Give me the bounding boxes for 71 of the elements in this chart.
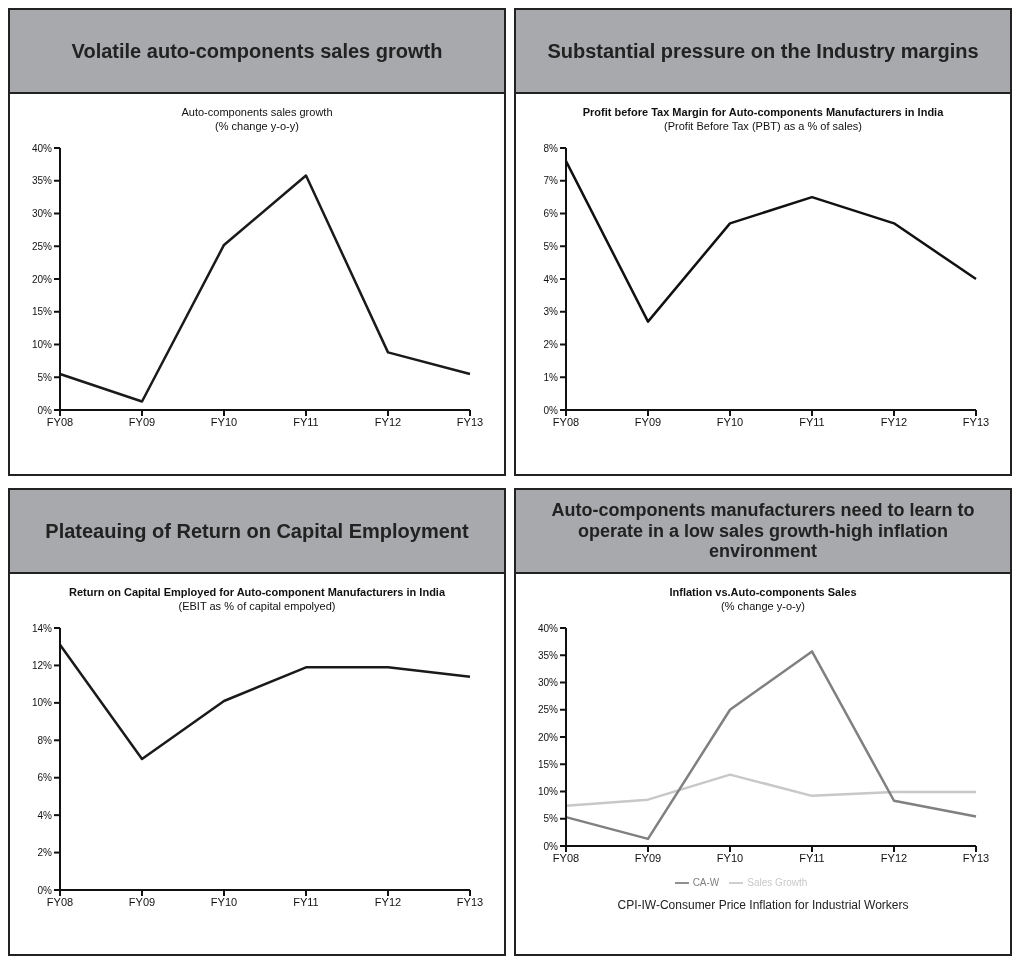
x-tick-label: FY12 bbox=[374, 415, 402, 428]
x-tick-label: FY11 bbox=[293, 895, 319, 908]
x-tick-label: FY11 bbox=[799, 851, 825, 864]
x-tick-label: FY12 bbox=[374, 895, 402, 908]
y-tick-label: 30% bbox=[537, 676, 559, 688]
y-tick-label: 2% bbox=[543, 338, 559, 350]
y-tick-label: 10% bbox=[31, 696, 53, 708]
x-tick-label: FY10 bbox=[716, 415, 744, 428]
x-tick-label: FY09 bbox=[128, 895, 156, 908]
chart-subtitle: Inflation vs.Auto-components Sales (% change y-o-y) bbox=[668, 586, 858, 614]
y-tick-label: 7% bbox=[543, 174, 559, 186]
x-tick-label: FY12 bbox=[880, 415, 908, 428]
y-tick-label: 2% bbox=[37, 846, 53, 858]
y-tick-label: 40% bbox=[31, 142, 53, 154]
x-tick-label: FY09 bbox=[128, 415, 156, 428]
y-tick-label: 20% bbox=[31, 273, 53, 285]
y-tick-label: 30% bbox=[31, 207, 53, 219]
y-tick-label: 35% bbox=[537, 649, 559, 661]
y-tick-label: 12% bbox=[31, 659, 53, 671]
x-tick-label: FY13 bbox=[456, 895, 484, 908]
y-tick-label: 6% bbox=[37, 771, 53, 783]
y-tick-label: 25% bbox=[31, 240, 53, 252]
y-tick-label: 1% bbox=[543, 371, 559, 383]
y-tick-label: 6% bbox=[543, 207, 559, 219]
x-tick-label: FY08 bbox=[552, 415, 580, 428]
y-tick-label: 10% bbox=[31, 338, 53, 350]
x-tick-label: FY08 bbox=[46, 415, 74, 428]
x-tick-label: FY11 bbox=[799, 415, 825, 428]
text: CPI-IW-Consumer Price Inflation for Industrial Workers bbox=[616, 897, 910, 912]
y-tick-label: 14% bbox=[31, 622, 53, 634]
y-tick-label: 15% bbox=[537, 758, 559, 770]
x-tick-label: FY09 bbox=[634, 415, 662, 428]
x-tick-label: FY08 bbox=[552, 851, 580, 864]
x-tick-label: FY13 bbox=[962, 415, 990, 428]
y-tick-label: 10% bbox=[537, 785, 559, 797]
line-series bbox=[564, 649, 978, 840]
y-tick-label: 25% bbox=[537, 703, 559, 715]
y-tick-label: 15% bbox=[31, 305, 53, 317]
y-tick-label: 8% bbox=[543, 142, 559, 154]
x-tick-label: FY12 bbox=[880, 851, 908, 864]
x-tick-label: FY08 bbox=[46, 895, 74, 908]
y-tick-label: 8% bbox=[37, 734, 53, 746]
y-tick-label: 5% bbox=[543, 240, 559, 252]
chart-title: Auto-components manufacturers need to learn to operate in a low sales growth-high inflation environment bbox=[550, 499, 976, 563]
x-tick-label: FY11 bbox=[293, 415, 319, 428]
chart-subtitle: Return on Capital Employed for Auto-component Manufacturers in India (EBIT as % of capital empolyed) bbox=[67, 586, 447, 614]
chart-title: Plateauing of Return on Capital Employment bbox=[44, 519, 470, 543]
x-tick-label: FY13 bbox=[456, 415, 484, 428]
chart-title: Volatile auto-components sales growth bbox=[70, 39, 444, 63]
y-tick-label: 20% bbox=[537, 731, 559, 743]
y-tick-label: 35% bbox=[31, 174, 53, 186]
x-tick-label: FY10 bbox=[210, 895, 238, 908]
y-tick-label: 4% bbox=[37, 809, 53, 821]
y-tick-label: 3% bbox=[543, 305, 559, 317]
x-tick-label: FY10 bbox=[210, 415, 238, 428]
x-tick-label: FY09 bbox=[634, 851, 662, 864]
chart-subtitle: Profit before Tax Margin for Auto-components Manufacturers in India (Profit Before Tax (PBT) as a % of sales) bbox=[581, 106, 945, 134]
y-tick-label: 5% bbox=[37, 371, 53, 383]
y-tick-label: 0% bbox=[37, 884, 53, 896]
chart-subtitle: Auto-components sales growth (% change y-o-y) bbox=[180, 106, 334, 134]
x-tick-label: FY10 bbox=[716, 851, 744, 864]
y-tick-label: 0% bbox=[543, 404, 559, 416]
chart-title: Substantial pressure on the Industry margins bbox=[546, 39, 980, 63]
y-tick-label: 4% bbox=[543, 273, 559, 285]
y-tick-label: 0% bbox=[543, 840, 559, 852]
line-series bbox=[564, 772, 978, 807]
y-tick-label: 5% bbox=[543, 812, 559, 824]
y-tick-label: 40% bbox=[537, 622, 559, 634]
x-tick-label: FY13 bbox=[962, 851, 990, 864]
y-tick-label: 0% bbox=[37, 404, 53, 416]
legend-label: CA-W bbox=[692, 876, 720, 888]
